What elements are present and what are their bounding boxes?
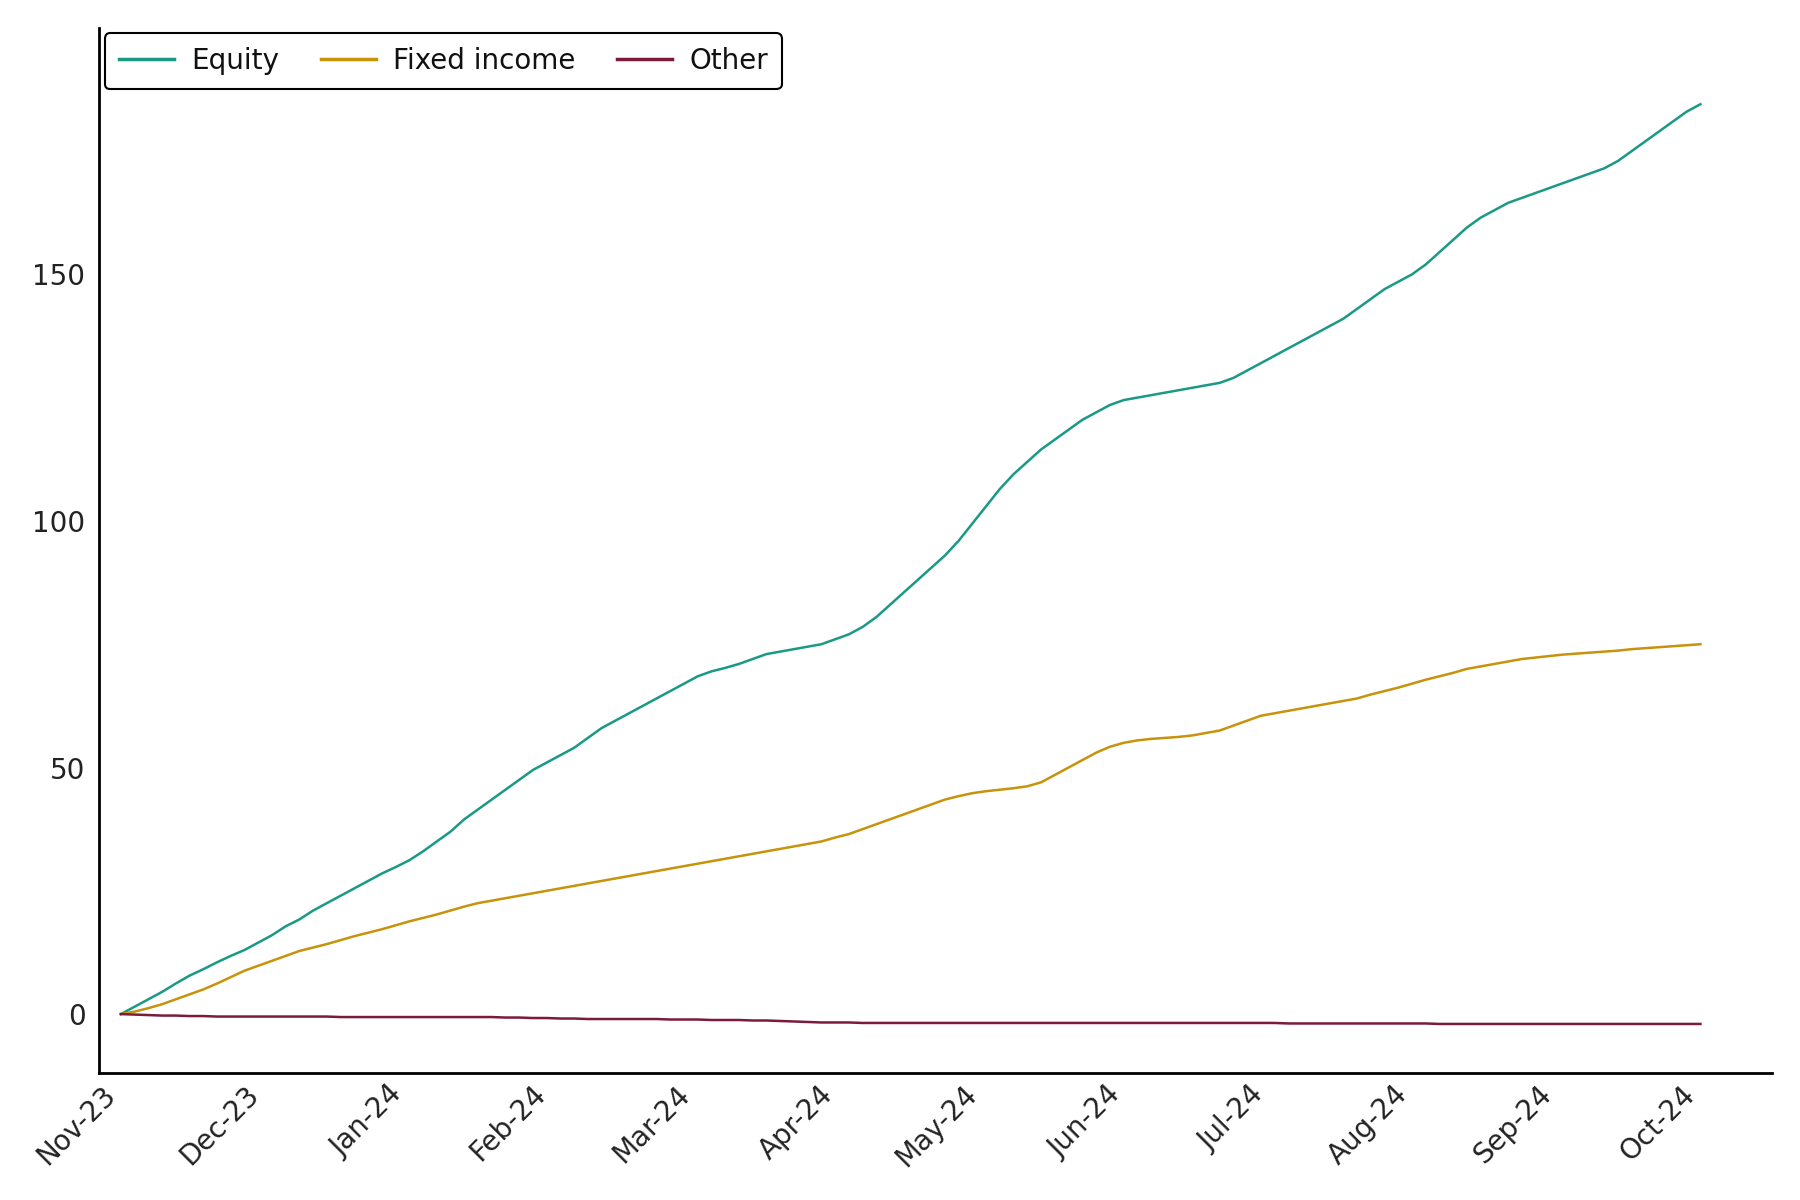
Legend: Equity, Fixed income, Other: Equity, Fixed income, Other [104,34,781,89]
